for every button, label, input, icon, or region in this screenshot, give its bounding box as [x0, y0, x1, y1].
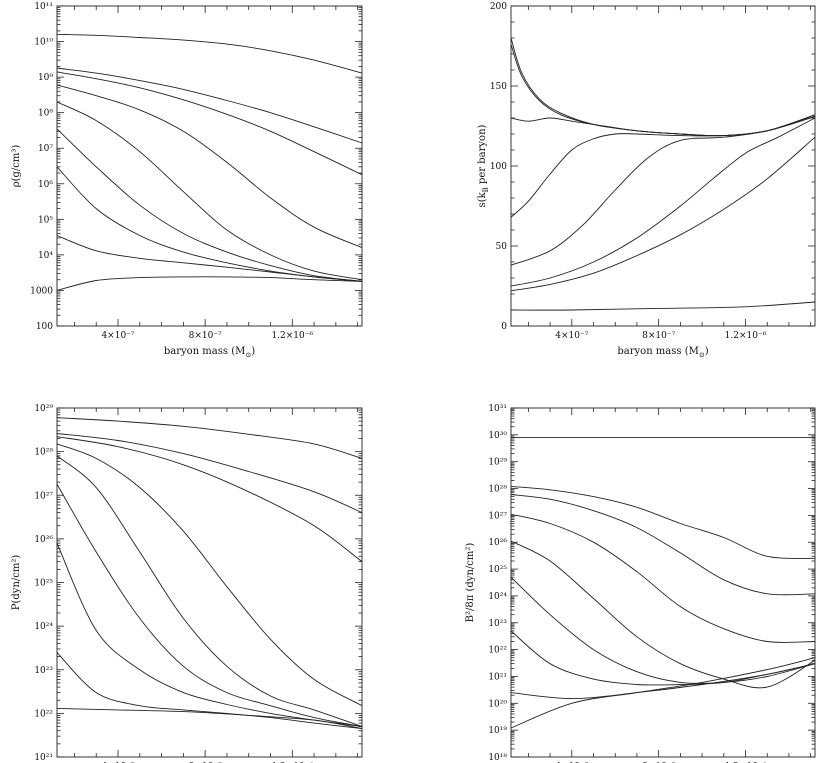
y-tick-label: 10²⁹ — [488, 458, 507, 468]
y-tick-label: 10⁶ — [38, 180, 53, 190]
plot-frame — [56, 5, 363, 327]
y-tick-label: 10²⁸ — [34, 448, 53, 458]
x-axis-label: baryon mass (M⊙) — [164, 346, 255, 359]
series-line-curve-3 — [56, 436, 363, 563]
series-line-curve-7 — [56, 166, 363, 282]
entropy-panel: 4×10⁻⁷ 8×10⁻⁷ 1.2×10⁻⁶ 0 50 100 150 200 baryon m… — [477, 2, 816, 359]
y-tick-label: 10²⁷ — [34, 491, 53, 501]
series-line-curve-5 — [510, 540, 816, 689]
series-line-curve-5 — [510, 115, 816, 266]
y-tick-label: 10⁹ — [38, 73, 53, 83]
x-tick-label: 4×10⁻⁷ — [555, 331, 588, 341]
plot-frame — [510, 407, 816, 758]
series-line-curve-8 — [56, 235, 363, 282]
series-line-curve-8 — [510, 663, 816, 700]
series-line-curve-7 — [56, 542, 363, 727]
pressure-panel: 4×10⁻⁷8×10⁻⁷1.2×10⁻⁶10²¹10²²10²³10²⁴10²⁵… — [11, 404, 363, 763]
y-axis-label: ρ(g/cm³) — [11, 145, 22, 188]
series-line-curve-7 — [510, 630, 816, 686]
x-tick-label: 4×10⁻⁷ — [101, 331, 134, 341]
y-tick-label: 10²⁴ — [34, 622, 53, 632]
y-tick-label: 150 — [490, 82, 507, 92]
x-tick-label: 1.2×10⁻⁶ — [271, 331, 313, 341]
series-line-curve-2 — [56, 433, 363, 514]
y-tick-label: 10³⁰ — [488, 431, 507, 441]
series-line-curve-7 — [510, 136, 816, 292]
series-line-curve-6 — [510, 576, 816, 684]
density-panel: 4×10⁻⁷ 8×10⁻⁷ 1.2×10⁻⁶ 100 1000 10⁴ 10⁵ 10⁶ 10⁷ 1… — [11, 2, 363, 359]
y-tick-label: 10¹¹ — [34, 2, 53, 12]
y-tick-label: 100 — [36, 322, 53, 332]
x-axis-label: baryon mass (M⊙) — [617, 346, 708, 359]
y-tick-label: 10²⁵ — [488, 565, 507, 575]
series-line-curve-1 — [510, 37, 816, 137]
y-tick-label: 10⁴ — [38, 251, 53, 261]
series-line-curve-9 — [56, 707, 363, 729]
y-tick-label: 10⁷ — [38, 144, 53, 154]
magnetic-pressure-panel: 4×10⁻⁷8×10⁻⁷1.2×10⁻⁶10¹⁸10¹⁹10²⁰10²¹10²²… — [465, 404, 816, 763]
series-line-curve-5 — [56, 101, 363, 281]
y-tick-label: 10²⁵ — [34, 579, 53, 589]
series-line-curve-9 — [56, 276, 363, 291]
series-line-curve-9 — [510, 657, 816, 729]
x-tick-label: 1.2×10⁻⁶ — [725, 331, 767, 341]
y-tick-label: 50 — [496, 242, 508, 252]
y-tick-label: 10²⁴ — [488, 592, 507, 602]
y-tick-label: 10²¹ — [488, 672, 507, 682]
series-line-curve-3 — [56, 71, 363, 176]
series-line-curve-4 — [510, 513, 816, 643]
y-tick-label: 10²⁹ — [34, 404, 53, 414]
series-line-curve-4 — [56, 84, 363, 249]
y-tick-label: 10¹⁸ — [488, 753, 507, 763]
x-tick-label: 8×10⁻⁷ — [642, 331, 675, 341]
x-tick-label: 8×10⁻⁷ — [189, 331, 222, 341]
series-line-curve-3 — [510, 115, 816, 137]
series-line-curve-3 — [510, 494, 816, 596]
y-tick-label: 200 — [490, 2, 507, 12]
series-line-curve-5 — [56, 455, 363, 727]
series-line-curve-6 — [56, 483, 363, 727]
series-line-curve-6 — [510, 117, 816, 287]
series-line-curve-2 — [510, 44, 816, 137]
series-line-curve-1 — [56, 33, 363, 74]
series-line-curve-1 — [56, 417, 363, 459]
y-axis-label: s(kB per baryon) — [477, 124, 490, 207]
series-line-curve-4 — [56, 443, 363, 707]
series-line-curve-4 — [510, 115, 816, 218]
y-tick-label: 10²² — [34, 709, 53, 719]
series-line-curve-2 — [510, 485, 816, 559]
y-axis-label: B²/8π (dyn/cm²) — [465, 543, 476, 623]
series-line-curve-6 — [56, 128, 363, 282]
y-tick-label: 0 — [501, 322, 507, 332]
series-line-curve-8 — [56, 652, 363, 729]
y-tick-label: 10¹⁹ — [488, 726, 507, 736]
y-tick-label: 10⁸ — [38, 109, 53, 119]
series-line-curve-8 — [510, 301, 816, 311]
y-tick-label: 10²⁶ — [488, 538, 507, 548]
y-tick-label: 10²⁶ — [34, 535, 53, 545]
y-tick-label: 10²⁸ — [488, 485, 507, 495]
y-tick-label: 10²² — [488, 646, 507, 656]
series-line-curve-2 — [56, 67, 363, 144]
y-tick-label: 10²⁰ — [488, 699, 507, 709]
y-tick-label: 100 — [490, 162, 507, 172]
y-tick-label: 10³¹ — [488, 404, 507, 414]
y-tick-label: 10⁵ — [38, 215, 53, 225]
y-tick-label: 10¹⁰ — [34, 38, 53, 48]
y-tick-label: 10²¹ — [34, 753, 53, 763]
y-tick-label: 1000 — [30, 286, 53, 296]
y-tick-label: 10²⁷ — [488, 511, 507, 521]
y-axis-label: P(dyn/cm²) — [11, 555, 22, 611]
y-tick-label: 10²³ — [34, 666, 53, 676]
y-tick-label: 10²³ — [488, 619, 507, 629]
